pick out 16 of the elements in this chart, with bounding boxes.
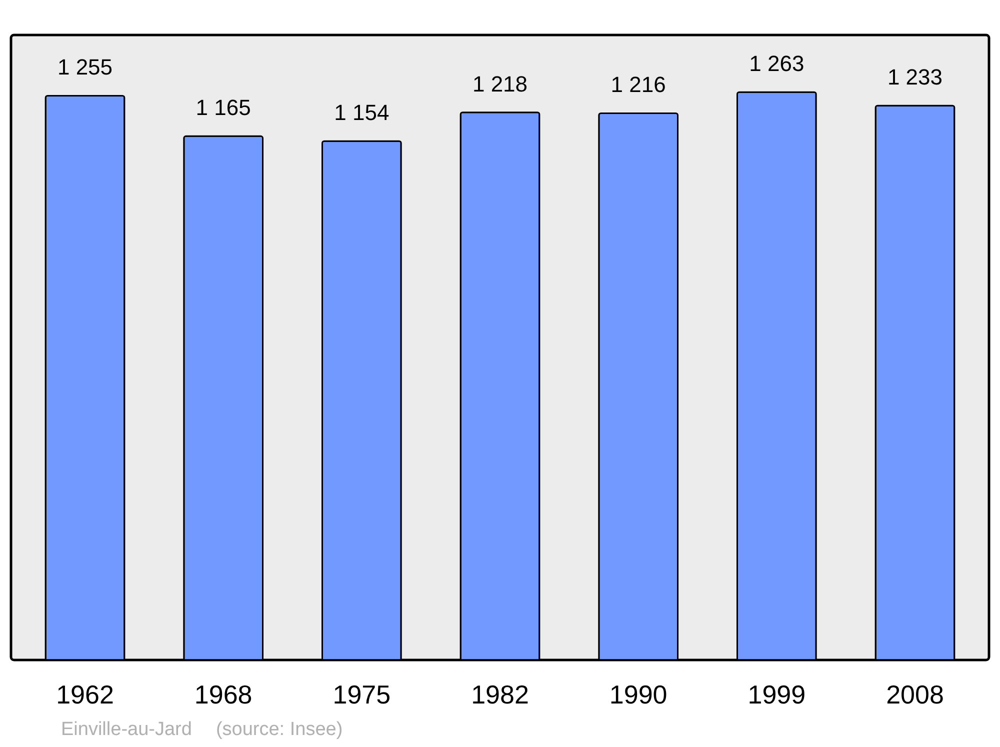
- x-tick-label: 1982: [471, 680, 529, 710]
- data-label: 1 218: [472, 71, 528, 96]
- data-label: 1 233: [887, 64, 943, 90]
- data-label: 1 216: [610, 72, 666, 98]
- data-label: 1 263: [749, 51, 804, 76]
- data-label: 1 154: [334, 100, 390, 126]
- x-tick-label: 1968: [194, 680, 252, 710]
- x-tick-label: 1990: [609, 680, 668, 710]
- data-label: 1 255: [57, 54, 113, 80]
- text: Einville-au-Jard: [61, 719, 192, 740]
- data-label: 1 165: [196, 95, 251, 120]
- x-tick-label: 1975: [332, 680, 391, 710]
- text: (source: Insee): [216, 719, 343, 740]
- x-tick-label: 2008: [886, 680, 944, 710]
- x-tick-label: 1999: [748, 680, 806, 710]
- x-tick-label: 1962: [56, 680, 114, 710]
